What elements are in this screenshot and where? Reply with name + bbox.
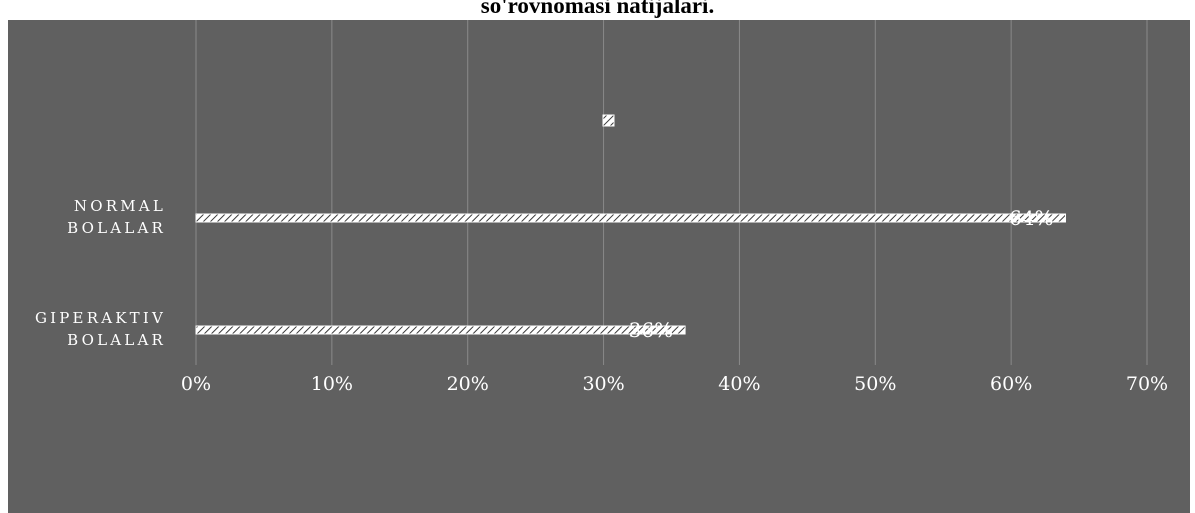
category-label: GIPERAKTIV: [35, 309, 166, 327]
x-tick-label: 30%: [582, 373, 624, 395]
chart-title: so'rovnomasi natijalari.: [480, 0, 715, 18]
bar: [195, 213, 1066, 223]
data-label: 64%: [1009, 206, 1053, 230]
x-tick-label: 0%: [181, 373, 211, 395]
data-label: 36%: [629, 318, 673, 342]
plot-area: [8, 20, 1190, 513]
legend-marker: [602, 114, 615, 127]
x-tick-label: 70%: [1126, 373, 1168, 395]
x-tick-label: 40%: [718, 373, 760, 395]
bar: [195, 325, 686, 335]
x-tick-label: 50%: [854, 373, 896, 395]
category-label: BOLALAR: [67, 219, 166, 237]
x-tick-label: 10%: [311, 373, 353, 395]
category-label: BOLALAR: [67, 331, 166, 349]
x-tick-label: 20%: [447, 373, 489, 395]
category-label: NORMAL: [74, 197, 166, 215]
x-tick-label: 60%: [990, 373, 1032, 395]
